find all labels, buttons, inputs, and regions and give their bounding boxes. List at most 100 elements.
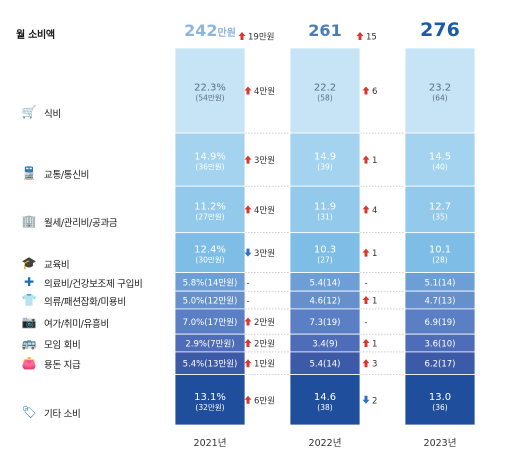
- bar-segment: [289, 132, 361, 187]
- change-label: 3만원: [254, 249, 275, 259]
- data-sublabel: (31): [317, 212, 332, 221]
- category-label: 의료비/건강보조제 구입비: [44, 278, 143, 290]
- total-value-1: 261: [308, 21, 341, 40]
- camera-icon: 📷: [21, 314, 37, 329]
- row-change: 6만원: [244, 395, 275, 406]
- wallet-icon: 👛: [21, 356, 37, 371]
- data-sublabel: (32만원): [195, 403, 224, 412]
- data-label: 3.4(9): [312, 340, 338, 350]
- row-change: 1: [362, 339, 377, 350]
- data-sublabel: (64): [432, 94, 447, 103]
- change-label: 3만원: [254, 156, 275, 166]
- row-change: 4만원: [244, 205, 275, 216]
- data-label: 14.9%: [194, 152, 226, 163]
- row-change: 1: [362, 155, 377, 166]
- category-label: 교육비: [44, 259, 70, 271]
- data-label: 2.9%(7만원): [185, 340, 234, 350]
- train-icon: 🚆: [21, 165, 37, 180]
- data-label: 14.6: [314, 392, 336, 403]
- data-label: 22.3%: [194, 83, 226, 94]
- data-sublabel: (27만원): [195, 212, 224, 221]
- up-arrow-icon: [362, 296, 370, 305]
- change-label: 4: [372, 206, 377, 216]
- row-change: 1: [362, 296, 377, 307]
- x-tick-label: 2023년: [424, 438, 457, 449]
- up-arrow-icon: [362, 248, 370, 257]
- up-arrow-icon: [244, 317, 252, 326]
- bar-segment: [404, 132, 476, 187]
- change-label: 6: [372, 87, 377, 97]
- row-change: 2만원: [244, 339, 275, 350]
- row-change: 6: [362, 86, 377, 97]
- change-label: 4만원: [254, 206, 275, 216]
- row-change: 4만원: [244, 86, 275, 97]
- change-label: 6만원: [254, 396, 275, 406]
- change-label: 1: [372, 249, 377, 259]
- up-arrow-icon: [244, 205, 252, 214]
- clothing-icon: 👕: [21, 293, 37, 308]
- row-change: -: [364, 318, 367, 328]
- data-sublabel: (40): [432, 163, 447, 172]
- bar-segment: [174, 185, 246, 234]
- category-label: 의류/패션잡화/미용비: [44, 297, 126, 309]
- change-label: 15: [366, 33, 377, 43]
- up-arrow-icon: [244, 395, 252, 404]
- row-change: 1만원: [244, 359, 275, 370]
- data-label: 5.1(14): [425, 278, 456, 288]
- row-change: 3: [362, 359, 377, 370]
- category-label: 모임 회비: [44, 340, 81, 352]
- row-change: -: [246, 297, 249, 307]
- data-sublabel: (58): [317, 94, 332, 103]
- up-arrow-icon: [244, 359, 252, 368]
- row-change: -: [364, 278, 367, 288]
- up-arrow-icon: [238, 32, 246, 40]
- row-change: 3만원: [244, 155, 275, 166]
- bar-segment: [174, 232, 246, 273]
- data-sublabel: (39): [317, 163, 332, 172]
- up-arrow-icon: [362, 359, 370, 368]
- change-label: 2만원: [254, 318, 275, 328]
- change-label: 2만원: [254, 340, 275, 350]
- category-label: 기타 소비: [44, 409, 81, 421]
- bar-segment: [174, 374, 246, 426]
- category-label: 월세/관리비/공과금: [44, 218, 118, 230]
- change-label: 1만원: [254, 360, 275, 370]
- x-tick-label: 2022년: [309, 438, 342, 449]
- bar-segment: [404, 308, 476, 335]
- bar-segment: [289, 232, 361, 273]
- chart-title: 월 소비액: [16, 30, 55, 41]
- row-change: 3만원: [244, 248, 275, 259]
- up-arrow-icon: [244, 155, 252, 164]
- data-label: 5.4%(13만원): [183, 360, 238, 370]
- data-label: 4.6(12): [310, 297, 341, 307]
- data-label: 5.0%(12만원): [183, 297, 238, 307]
- category-label: 용돈 지급: [44, 360, 81, 372]
- bar-segment: [289, 308, 361, 335]
- data-label: 10.3: [314, 245, 336, 256]
- data-label: 22.2: [314, 83, 336, 94]
- data-label: 4.7(13): [425, 297, 456, 307]
- data-sublabel: (36): [432, 403, 447, 412]
- row-change: 4: [362, 205, 377, 216]
- bar-segment: [289, 185, 361, 234]
- up-arrow-icon: [362, 155, 370, 164]
- change-label: -: [364, 318, 367, 328]
- change-label: -: [246, 297, 249, 307]
- bar-segment: [404, 185, 476, 234]
- up-arrow-icon: [244, 339, 252, 348]
- data-sublabel: (27): [317, 256, 332, 265]
- data-label: 5.4(14): [310, 360, 341, 370]
- row-change: -: [246, 278, 249, 288]
- up-arrow-icon: [244, 86, 252, 95]
- down-arrow-icon: [362, 395, 370, 404]
- data-label: 23.2: [429, 83, 451, 94]
- data-label: 12.7: [429, 201, 451, 212]
- data-label: 11.9: [314, 201, 336, 212]
- row-change: 2만원: [244, 317, 275, 328]
- medical-kit-icon: ✚: [23, 274, 35, 289]
- data-sublabel: (35): [432, 212, 447, 221]
- buy-tag-icon: 🏷: [21, 405, 37, 420]
- data-label: 6.2(17): [425, 360, 456, 370]
